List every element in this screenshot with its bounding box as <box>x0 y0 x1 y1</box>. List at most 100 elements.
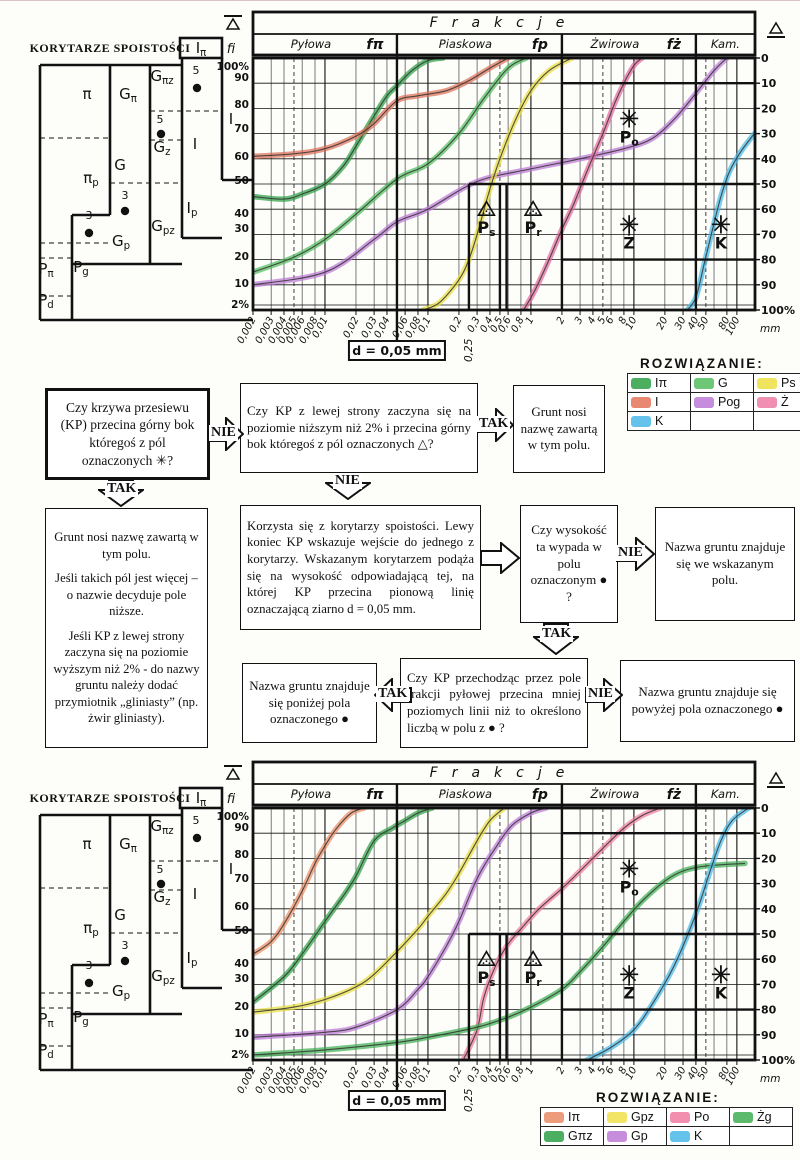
flow-result-indicated-field: Nazwa gruntu znajduje się we wskazanym p… <box>655 507 795 621</box>
arrow-label-yes: TAK <box>540 626 574 642</box>
legend-swatch-icon <box>757 396 777 408</box>
svg-text:40: 40 <box>686 315 702 331</box>
svg-text:I: I <box>229 860 233 878</box>
flow-result-multi-p3: Jeśli KP z lewej strony zaczyna się na p… <box>53 628 200 726</box>
svg-text:Pd: Pd <box>38 1041 54 1061</box>
svg-text:10: 10 <box>624 1065 640 1081</box>
svg-text:I: I <box>229 110 233 128</box>
svg-text:fż: fż <box>667 37 682 53</box>
curve-Iπ <box>253 58 446 202</box>
svg-text:40: 40 <box>761 903 777 916</box>
legend-item-Gpz: Gpz <box>603 1107 667 1127</box>
legend-label: Ż <box>781 395 789 409</box>
legend-item-empty <box>690 411 754 431</box>
legend-label: G <box>718 376 728 390</box>
svg-text:0,8: 0,8 <box>509 315 526 334</box>
svg-text:Pyłowa: Pyłowa <box>291 787 332 801</box>
svg-text:30: 30 <box>673 315 689 331</box>
svg-text:Piaskowa: Piaskowa <box>439 787 492 801</box>
flow-result-above: Nazwa gruntu znajduje się powyżej pola o… <box>620 660 795 742</box>
svg-text:50: 50 <box>234 925 249 937</box>
svg-text:fż: fż <box>667 787 682 803</box>
svg-text:2%: 2% <box>231 1049 249 1061</box>
legend-item-Ps: Ps <box>753 373 800 393</box>
svg-text:90: 90 <box>761 279 777 292</box>
svg-text:Gp: Gp <box>112 232 130 252</box>
svg-text:fπ: fπ <box>366 37 384 53</box>
svg-text:50: 50 <box>234 175 249 187</box>
svg-text:G: G <box>114 156 126 174</box>
svg-text:20: 20 <box>234 251 249 263</box>
flow-result-multi-fields: Grunt nosi nazwę zawartą w tym polu. Jeś… <box>45 508 208 748</box>
svg-text:fπ: fπ <box>366 787 384 803</box>
svg-text:10: 10 <box>624 315 640 331</box>
svg-text:5: 5 <box>596 1065 609 1076</box>
svg-text:60: 60 <box>234 901 249 913</box>
svg-text:30: 30 <box>761 878 777 891</box>
flow-question-triangle-fields: Czy KP z lewej strony zaczyna się na poz… <box>240 383 478 473</box>
svg-text:d = 0,05 mm: d = 0,05 mm <box>352 343 441 358</box>
grain-size-chart-top: Frakcje Pyłowa fπ Piaskowa fp Żwirowa fż Kam. KO… <box>30 10 795 362</box>
legend-label: Żg <box>757 1110 772 1124</box>
svg-text:10: 10 <box>234 1028 249 1040</box>
svg-text:Ip: Ip <box>187 949 198 969</box>
svg-text:fi: fi <box>227 792 236 807</box>
svg-text:d = 0,05 mm: d = 0,05 mm <box>352 1093 441 1108</box>
svg-text:50: 50 <box>696 1065 712 1081</box>
svg-text:Iπ: Iπ <box>196 39 207 59</box>
svg-text:40: 40 <box>686 1065 702 1081</box>
legend-item-Gp: Gp <box>603 1126 667 1146</box>
svg-text:6: 6 <box>604 315 617 326</box>
svg-text:I: I <box>193 885 197 903</box>
svg-text:π: π <box>82 85 91 103</box>
legend-bottom-title: ROZWIĄZANIE: <box>596 1090 720 1105</box>
legend-item-Po: Po <box>666 1107 730 1127</box>
svg-text:80: 80 <box>717 1065 733 1081</box>
svg-text:0: 0 <box>761 802 769 815</box>
svg-text:5: 5 <box>193 64 200 77</box>
flow-question-triangle-text: Czy KP z lewej strony zaczyna się na poz… <box>247 402 471 452</box>
legend-top: ROZWIĄZANIE: Iπ G Ps I Pog Ż K <box>627 356 800 431</box>
svg-text:fp: fp <box>532 37 548 53</box>
svg-text:80: 80 <box>234 99 249 111</box>
svg-text:40: 40 <box>761 153 777 166</box>
svg-text:3: 3 <box>86 959 93 972</box>
svg-text:Po: Po <box>620 127 639 148</box>
svg-text:8: 8 <box>617 1065 630 1076</box>
svg-text:Gπ: Gπ <box>119 835 137 855</box>
svg-text:30: 30 <box>234 973 249 985</box>
legend-label: Iπ <box>568 1110 581 1124</box>
arrow-label-no: NIE <box>333 473 362 489</box>
legend-label: I <box>655 395 659 409</box>
grain-size-chart-bottom-curves <box>253 808 752 1060</box>
svg-text:20: 20 <box>655 315 671 331</box>
svg-text:3: 3 <box>86 209 93 222</box>
svg-text:5: 5 <box>596 315 609 326</box>
svg-text:0,02: 0,02 <box>341 1065 361 1090</box>
svg-text:Ip: Ip <box>187 199 198 219</box>
svg-text:Gz: Gz <box>154 138 171 158</box>
svg-text:100%: 100% <box>217 61 250 73</box>
legend-item-empty <box>753 411 800 431</box>
svg-text:Pyłowa: Pyłowa <box>291 37 332 51</box>
svg-text:0: 0 <box>761 52 769 65</box>
svg-text:Gπz: Gπz <box>150 817 173 837</box>
legend-swatch-icon <box>670 1130 690 1142</box>
svg-text:mm: mm <box>760 323 780 335</box>
legend-swatch-icon <box>733 1111 753 1123</box>
svg-text:30: 30 <box>673 1065 689 1081</box>
svg-text:KORYTARZE SPOISTOŚCI: KORYTARZE SPOISTOŚCI <box>30 791 191 805</box>
legend-swatch-icon <box>544 1111 564 1123</box>
svg-text:70: 70 <box>234 873 249 885</box>
legend-item-K: K <box>627 411 691 431</box>
legend-item-K: K <box>666 1126 730 1146</box>
svg-text:80: 80 <box>761 1004 777 1017</box>
svg-text:100%: 100% <box>761 1054 795 1067</box>
svg-text:90: 90 <box>761 1029 777 1042</box>
svg-text:Pr: Pr <box>525 218 543 239</box>
svg-text:fp: fp <box>532 787 548 803</box>
flow-question-silt-lines-text: Czy KP przechodząc przez pole frakcji py… <box>407 670 581 735</box>
legend-label: K <box>694 1129 703 1143</box>
